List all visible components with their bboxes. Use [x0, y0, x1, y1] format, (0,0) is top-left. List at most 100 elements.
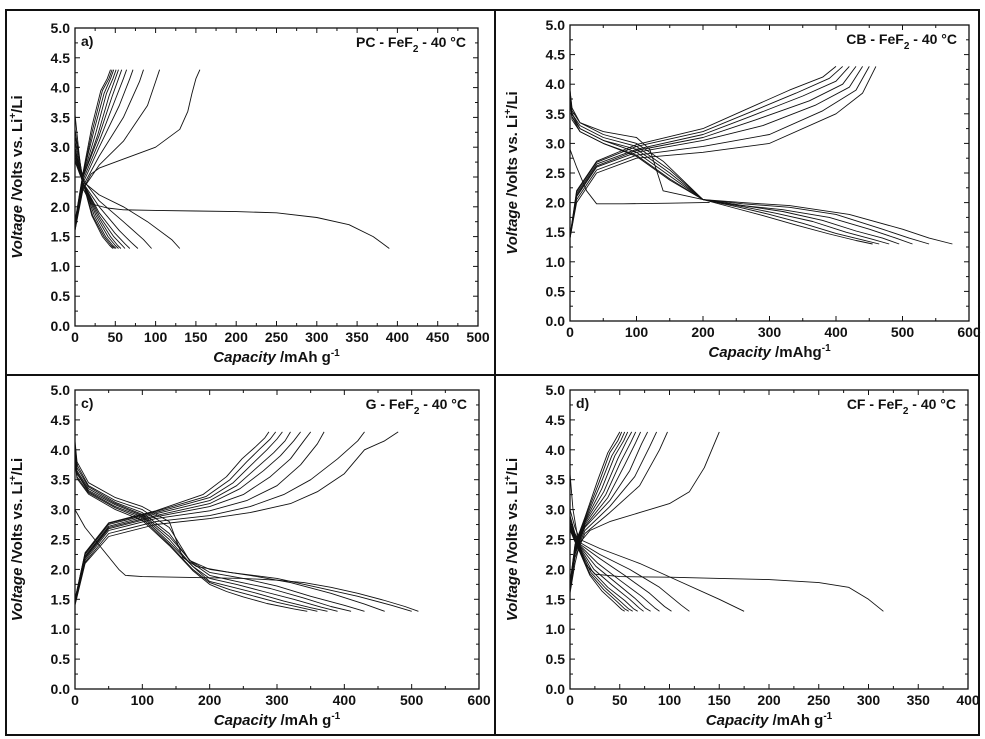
- y-tick-label-a: 4.5: [51, 50, 71, 66]
- x-tick-label-a: 500: [466, 329, 490, 345]
- y-tick-label-d: 1.5: [546, 591, 566, 607]
- x-tick-label-d: 300: [857, 692, 881, 708]
- sample-separator-a: -: [418, 34, 430, 50]
- y-axis-label-d: Voltage /Volts vs. Li+/Li: [503, 458, 521, 621]
- y-tick-label-d: 2.5: [546, 532, 566, 548]
- series-line-d-discharge-10: [569, 522, 651, 612]
- series-line-c-charge-1: [74, 431, 399, 606]
- x-tick-label-d: 400: [956, 692, 980, 708]
- series-line-d-discharge-6: [569, 518, 672, 612]
- chart-panel-b: 0 100 200 300 400 500 600 0.0 0.5 1.0 1.5 2.0 2.5 3.0…: [503, 17, 981, 361]
- x-axis-label-c: Capacity /mAh g-1: [214, 711, 341, 729]
- series-line-d-discharge-2: [569, 509, 745, 612]
- series-line-b-charge-8: [569, 66, 857, 239]
- x-tick-label-b: 400: [824, 324, 848, 340]
- x-tick-label-c: 200: [198, 692, 222, 708]
- x-axis-label-d: Capacity /mAh g-1: [706, 711, 833, 729]
- x-tick-label-d: 350: [907, 692, 931, 708]
- sample-subscript-b: 2: [904, 41, 910, 52]
- sample-name-c: G - FeF: [366, 396, 415, 412]
- y-tick-label-b: 4.5: [546, 47, 566, 63]
- y-tick-label-c: 0.5: [51, 651, 71, 667]
- series-line-a-charge-21: [74, 69, 111, 222]
- x-tick-label-c: 100: [131, 692, 155, 708]
- y-tick-label-b: 1.5: [546, 224, 566, 240]
- panel-label-c: c): [81, 395, 93, 411]
- y-tick-label-b: 3.5: [546, 106, 566, 122]
- x-tick-label-d: 0: [566, 692, 574, 708]
- y-tick-label-c: 2.5: [51, 532, 71, 548]
- panel-frame-d: [494, 374, 980, 736]
- series-line-b-charge-10: [569, 66, 850, 237]
- y-axis-label-tail-d: /Li: [504, 458, 521, 476]
- x-axis-label-italic-d: Capacity: [706, 712, 769, 729]
- chart-panel-c: 0 100 200 300 400 500 600 0.0 0.5 1.0 1.5 2.0 2.5 3.0…: [8, 382, 491, 729]
- y-axis-label-tail-c: /Li: [9, 458, 26, 476]
- series-line-b-charge-12: [569, 66, 844, 237]
- y-axis-label-unit-a: /Volts vs. Li: [9, 119, 26, 205]
- sample-temperature-b: 40 °C: [922, 31, 957, 47]
- x-axis-label-a: Capacity /mAh g-1: [213, 348, 340, 366]
- sample-name-a: PC - FeF: [356, 34, 413, 50]
- x-tick-label-a: 300: [305, 329, 329, 345]
- x-axis-label-unit-b: /mAhg: [771, 344, 822, 361]
- series-line-c-charge-13: [74, 431, 283, 601]
- y-tick-label-d: 4.5: [546, 412, 566, 428]
- series-line-b-charge-14: [569, 66, 837, 236]
- series-line-c-charge-7: [74, 431, 312, 603]
- y-tick-label-c: 0.0: [51, 681, 71, 697]
- x-axis-label-unit-a: /mAh g: [276, 349, 331, 366]
- chart-panels: 0 50 100 150 200 250 300 350 400 450 5000.00.51.01…: [8, 17, 981, 729]
- y-tick-label-b: 3.0: [546, 135, 566, 151]
- x-axis-label-italic-c: Capacity: [214, 712, 277, 729]
- x-tick-label-a: 450: [426, 329, 450, 345]
- y-tick-label-b: 1.0: [546, 254, 566, 270]
- x-axis-label-italic-b: Capacity: [708, 344, 771, 361]
- series-line-d-charge-21: [569, 431, 621, 584]
- x-tick-label-b: 200: [691, 324, 715, 340]
- x-axis-label-b: Capacity /mAhg-1: [708, 343, 831, 361]
- y-tick-label-a: 4.0: [51, 80, 71, 96]
- series-line-c-first-discharge-0: [74, 509, 419, 612]
- series-line-c-charge-17: [74, 431, 270, 600]
- y-tick-label-a: 5.0: [51, 20, 71, 36]
- y-axis-label-c: Voltage /Volts vs. Li+/Li: [8, 458, 26, 621]
- x-axis-label-unit-c: /mAh g: [276, 712, 331, 729]
- x-tick-label-a: 150: [184, 329, 208, 345]
- y-tick-label-b: 5.0: [546, 17, 566, 33]
- sample-annotation-b: CB - FeF2 - 40 °C: [846, 31, 957, 52]
- y-tick-label-d: 4.0: [546, 442, 566, 458]
- series-group-b: [569, 66, 953, 245]
- x-tick-label-a: 100: [144, 329, 168, 345]
- x-tick-label-b: 500: [891, 324, 915, 340]
- y-tick-label-b: 2.5: [546, 165, 566, 181]
- series-line-b-charge-6: [569, 66, 863, 239]
- series-line-c-charge-11: [74, 431, 291, 602]
- series-group-c: [74, 431, 419, 612]
- y-axis-label-tail-b: /Li: [504, 91, 521, 109]
- x-tick-label-c: 400: [333, 692, 357, 708]
- y-tick-label-c: 5.0: [51, 382, 71, 398]
- y-tick-label-d: 0.5: [546, 651, 566, 667]
- y-tick-label-b: 4.0: [546, 76, 566, 92]
- x-axis-label-sup-a: -1: [331, 348, 340, 359]
- x-axis-label-italic-a: Capacity: [213, 349, 276, 366]
- x-axis-label-sup-d: -1: [823, 711, 832, 722]
- sample-annotation-c: G - FeF2 - 40 °C: [366, 396, 467, 417]
- y-tick-label-b: 2.0: [546, 195, 566, 211]
- x-tick-label-d: 50: [612, 692, 628, 708]
- x-axis-label-sup-c: -1: [331, 711, 340, 722]
- y-tick-label-c: 4.0: [51, 442, 71, 458]
- y-axis-label-italic-c: Voltage: [9, 568, 26, 622]
- x-axis-label-sup-b: -1: [822, 343, 831, 354]
- series-group-d: [569, 431, 884, 612]
- y-tick-label-d: 5.0: [546, 382, 566, 398]
- sample-temperature-d: 40 °C: [921, 396, 956, 412]
- y-tick-label-b: 0.0: [546, 313, 566, 329]
- sample-annotation-a: PC - FeF2 - 40 °C: [356, 34, 466, 55]
- chart-panel-d: 0 50 100 150 200 250 300 350 400 0.0 0.5 1.0 1.5 2.0 2…: [503, 382, 980, 729]
- series-group-a: [74, 69, 390, 249]
- sample-temperature-a: 40 °C: [431, 34, 466, 50]
- y-tick-label-a: 0.5: [51, 288, 71, 304]
- y-axis-label-italic-d: Voltage: [504, 568, 521, 622]
